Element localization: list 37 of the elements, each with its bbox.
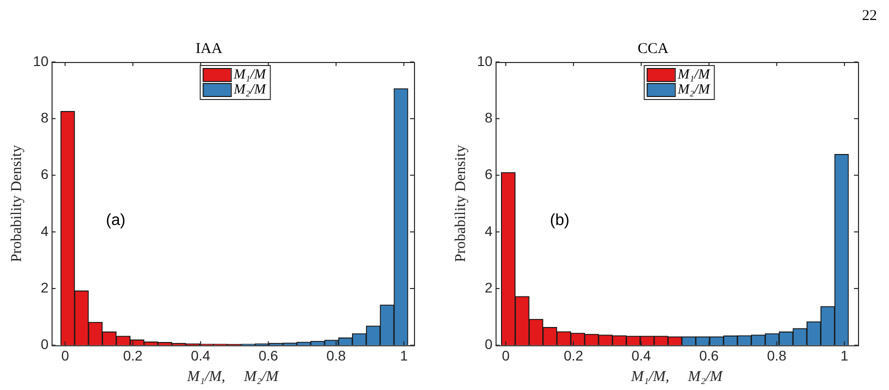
x-tick-label: 0.4 xyxy=(190,347,211,364)
x-tick-label: 1 xyxy=(400,347,408,364)
x-tick-label: 0 xyxy=(61,347,70,364)
annotation: (a) xyxy=(106,212,126,229)
chart-title: IAA xyxy=(196,40,222,57)
y-tick-label: 0 xyxy=(40,336,49,352)
x-tick-label: 0.4 xyxy=(631,347,652,364)
y-tick-label: 2 xyxy=(40,279,49,296)
y-axis-title: Probability Density xyxy=(452,144,469,262)
y-axis-title: Probability Density xyxy=(8,144,25,262)
annotation: (b) xyxy=(550,212,570,229)
x-tick-label: 0 xyxy=(502,347,510,364)
legend-label: M₁/M xyxy=(676,68,712,83)
legend-label: M₂/M xyxy=(232,82,268,98)
chart-title: CCA xyxy=(638,40,669,57)
y-tick-label: 10 xyxy=(476,52,493,69)
y-tick-label: 2 xyxy=(484,279,493,296)
x-tick-label: 0.8 xyxy=(326,347,346,364)
x-tick-label: 0.8 xyxy=(766,347,787,364)
x-tick-label: 0.2 xyxy=(123,347,143,364)
y-tick-label: 8 xyxy=(484,110,493,126)
y-tick-label: 6 xyxy=(40,166,49,182)
y-tick-label: 8 xyxy=(40,110,49,126)
x-tick-label: 0.6 xyxy=(258,347,278,364)
legend-label: M₁/M xyxy=(232,68,268,83)
y-tick-label: 4 xyxy=(484,222,493,239)
y-tick-label: 0 xyxy=(484,336,493,352)
x-axis-title: M₁/M, M₂/M xyxy=(630,368,724,385)
x-tick-label: 0.6 xyxy=(699,347,719,364)
y-tick-label: 6 xyxy=(484,166,493,182)
x-tick-label: 1 xyxy=(840,347,849,364)
x-tick-label: 0.2 xyxy=(564,347,584,364)
text: 22 xyxy=(862,8,877,25)
y-tick-label: 10 xyxy=(32,52,49,69)
y-tick-label: 4 xyxy=(40,222,49,239)
x-axis-title: M₁/M, M₂/M xyxy=(186,368,280,385)
legend-label: M₂/M xyxy=(676,82,712,98)
